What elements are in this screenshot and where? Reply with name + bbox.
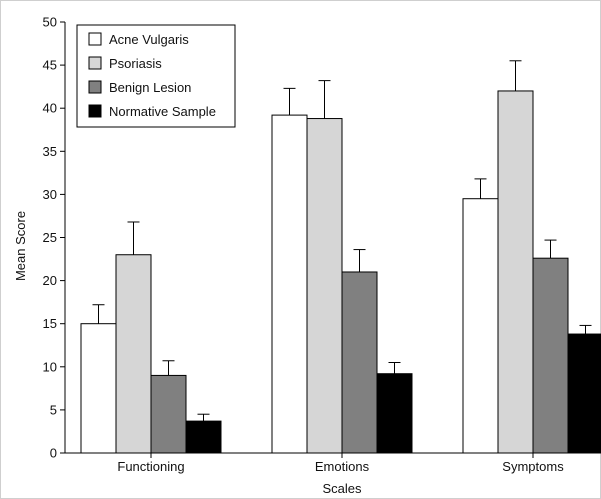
bar-normative-sample xyxy=(185,420,222,454)
legend: Acne Vulgaris Psoriasis Benign Lesion No… xyxy=(76,24,236,128)
legend-swatch-normative-sample xyxy=(88,104,102,118)
legend-swatch-benign-lesion xyxy=(88,80,102,94)
bar-benign-lesion xyxy=(341,271,378,454)
x-tick-label: Emotions xyxy=(315,459,370,474)
legend-swatch-acne-vulgaris xyxy=(88,32,102,46)
bar-benign-lesion xyxy=(532,257,569,454)
bar-benign-lesion xyxy=(150,374,187,454)
y-tick-label: 10 xyxy=(43,359,57,374)
bar-psoriasis xyxy=(497,90,534,454)
y-tick-label: 20 xyxy=(43,273,57,288)
legend-box xyxy=(76,24,236,128)
y-tick-label: 45 xyxy=(43,58,57,73)
bar-normative-sample xyxy=(376,373,413,454)
plot-area: 0 5 10 15 20 25 30 35 40 45 50 Functioning Emotions S… xyxy=(43,15,601,474)
x-axis-label: Scales xyxy=(322,481,362,496)
y-tick-label: 30 xyxy=(43,187,57,202)
legend-label-acne-vulgaris: Acne Vulgaris xyxy=(109,32,189,47)
y-tick-label: 35 xyxy=(43,144,57,159)
y-tick-label: 5 xyxy=(50,402,57,417)
bar-psoriasis xyxy=(306,118,343,454)
y-tick-label: 25 xyxy=(43,230,57,245)
bar-normative-sample xyxy=(567,333,601,454)
bar-acne-vulgaris xyxy=(462,198,499,454)
y-tick-label: 50 xyxy=(43,15,57,30)
y-tick-label: 40 xyxy=(43,101,57,116)
legend-label-psoriasis: Psoriasis xyxy=(109,56,162,71)
y-axis-label: Mean Score xyxy=(13,211,28,281)
y-tick-label: 15 xyxy=(43,316,57,331)
bar-psoriasis xyxy=(115,254,152,454)
legend-label-normative-sample: Normative Sample xyxy=(109,104,216,119)
legend-label-benign-lesion: Benign Lesion xyxy=(109,80,191,95)
y-tick-label: 0 xyxy=(50,446,57,461)
x-tick-label: Symptoms xyxy=(502,459,564,474)
x-tick-label: Functioning xyxy=(117,459,184,474)
legend-swatch-psoriasis xyxy=(88,56,102,70)
bar-acne-vulgaris xyxy=(271,114,308,454)
bar-acne-vulgaris xyxy=(80,323,117,454)
